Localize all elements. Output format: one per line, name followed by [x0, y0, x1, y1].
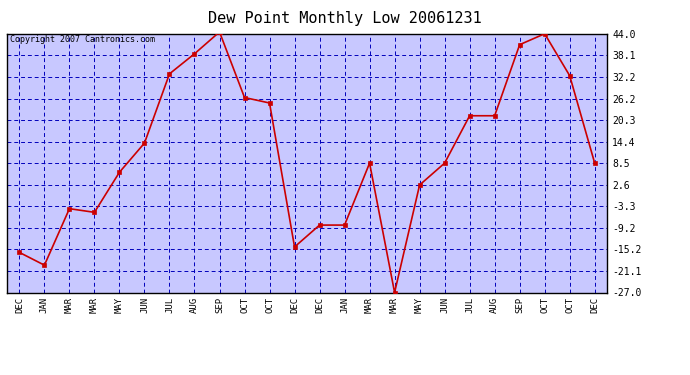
Text: Dew Point Monthly Low 20061231: Dew Point Monthly Low 20061231: [208, 11, 482, 26]
Text: Copyright 2007 Cantronics.com: Copyright 2007 Cantronics.com: [10, 35, 155, 44]
